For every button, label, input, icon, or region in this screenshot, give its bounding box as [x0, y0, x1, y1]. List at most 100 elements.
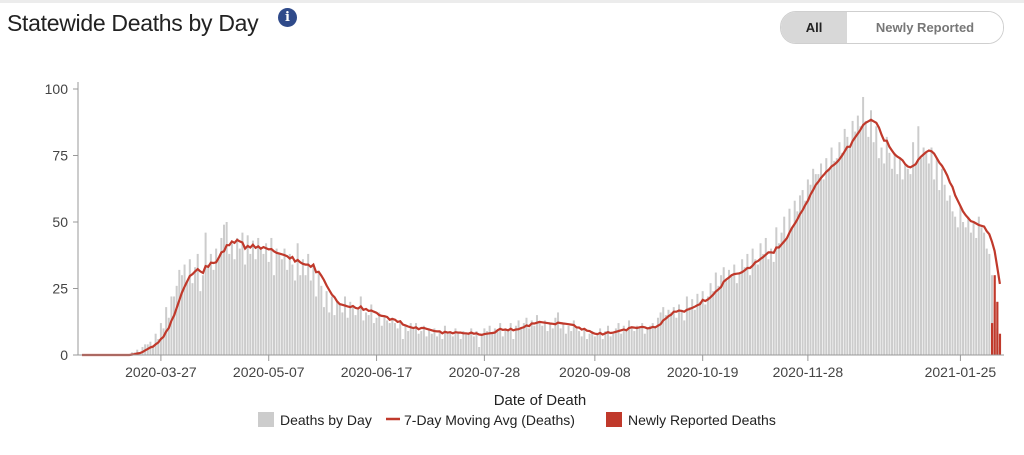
- bar: [244, 264, 247, 355]
- x-tick-label: 2020-05-07: [233, 364, 305, 380]
- bar: [436, 336, 439, 355]
- bar: [346, 317, 349, 355]
- bar: [504, 328, 507, 355]
- bar: [175, 285, 178, 355]
- bar: [693, 309, 696, 355]
- bar: [593, 336, 596, 355]
- bar: [630, 328, 633, 355]
- bar: [688, 307, 691, 355]
- bar: [365, 312, 368, 355]
- bar: [646, 328, 649, 355]
- bar: [662, 307, 665, 355]
- bar: [783, 216, 786, 355]
- bar: [843, 128, 846, 355]
- bar: [917, 126, 920, 356]
- bar: [278, 253, 281, 355]
- bar: [770, 248, 773, 355]
- bar: [288, 253, 291, 355]
- bar: [236, 237, 239, 355]
- legend: Deaths by Day 7-Day Moving Avg (Deaths) …: [258, 412, 776, 428]
- bar: [854, 131, 857, 355]
- bar: [762, 253, 765, 355]
- bar: [517, 320, 520, 355]
- legend-swatch-bars: [258, 412, 274, 427]
- bar: [162, 328, 165, 355]
- bar: [259, 248, 262, 355]
- bar: [575, 328, 578, 355]
- bar: [654, 328, 657, 355]
- bar: [407, 331, 410, 355]
- bar: [415, 323, 418, 355]
- bar: [520, 328, 523, 355]
- bar: [859, 126, 862, 356]
- bar: [173, 296, 176, 355]
- bar: [825, 158, 828, 355]
- bar: [420, 331, 423, 355]
- bar: [730, 275, 733, 355]
- bar: [438, 331, 441, 355]
- bar: [754, 259, 757, 355]
- bar: [791, 227, 794, 355]
- bar: [798, 195, 801, 355]
- bar: [835, 158, 838, 355]
- bar: [796, 211, 799, 355]
- bar: [741, 259, 744, 355]
- bar: [367, 315, 370, 355]
- bar: [717, 285, 720, 355]
- toggle-newly-reported-button[interactable]: Newly Reported: [847, 12, 1003, 43]
- bar: [656, 317, 659, 355]
- bar: [775, 227, 778, 355]
- bar: [948, 195, 951, 355]
- bar: [530, 320, 533, 355]
- bar: [599, 328, 602, 355]
- bar: [375, 317, 378, 355]
- bar: [709, 283, 712, 355]
- bar: [914, 163, 917, 355]
- bar: [254, 259, 257, 355]
- bar: [312, 264, 315, 355]
- bar: [888, 152, 891, 355]
- bar: [822, 179, 825, 355]
- bar: [535, 315, 538, 355]
- bar: [212, 269, 215, 355]
- bar: [454, 328, 457, 355]
- bar: [372, 323, 375, 355]
- bar: [885, 136, 888, 355]
- bar: [351, 307, 354, 355]
- bar: [848, 147, 851, 355]
- bar: [604, 331, 607, 355]
- bar: [199, 291, 202, 355]
- y-tick-label: 25: [52, 281, 68, 297]
- bar: [296, 243, 299, 355]
- info-icon[interactable]: i: [278, 8, 297, 27]
- bar: [649, 325, 652, 355]
- bar: [780, 232, 783, 355]
- bar: [475, 331, 478, 355]
- view-toggle[interactable]: All Newly Reported: [780, 11, 1004, 44]
- bar: [925, 152, 928, 355]
- bar: [391, 317, 394, 355]
- bar: [449, 331, 452, 355]
- bar: [488, 325, 491, 355]
- bar: [557, 312, 560, 355]
- bar: [704, 304, 707, 355]
- newly-reported-bar: [990, 323, 994, 355]
- bar: [267, 261, 270, 355]
- bar: [362, 320, 365, 355]
- bar: [386, 320, 389, 355]
- bar: [959, 206, 962, 355]
- bar: [877, 158, 880, 355]
- toggle-all-button[interactable]: All: [781, 12, 847, 43]
- bar: [378, 312, 381, 355]
- bar: [241, 232, 244, 355]
- bar: [496, 331, 499, 355]
- bar: [409, 323, 412, 355]
- bar: [262, 253, 265, 355]
- bar: [152, 347, 155, 355]
- bar: [283, 248, 286, 355]
- bar: [443, 325, 446, 355]
- bar: [275, 248, 278, 355]
- bar: [846, 136, 849, 355]
- bar: [851, 120, 854, 355]
- bar: [777, 243, 780, 355]
